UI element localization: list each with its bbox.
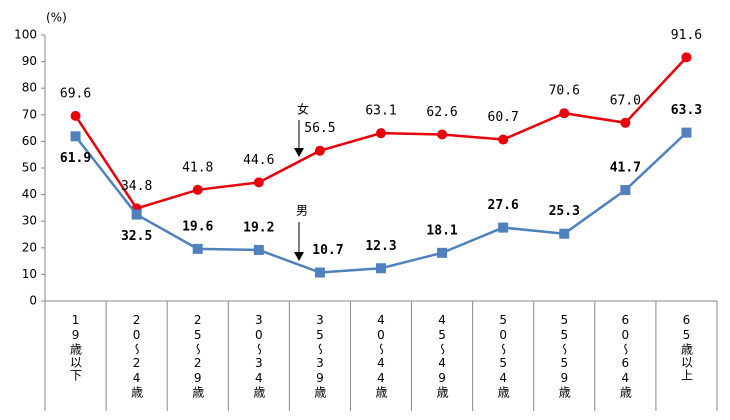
value-label: 32.5 xyxy=(121,229,152,244)
value-label: 60.7 xyxy=(488,110,519,125)
series-annotation: 男 xyxy=(296,204,308,218)
value-label: 27.6 xyxy=(488,198,519,213)
point xyxy=(681,52,692,63)
point xyxy=(70,131,81,142)
point xyxy=(620,117,631,128)
value-label: 10.7 xyxy=(312,243,343,258)
point xyxy=(253,177,264,188)
x-tick-label: 55～59歳 xyxy=(557,313,571,399)
y-tick-label: 0 xyxy=(29,294,37,308)
point xyxy=(253,244,264,255)
point xyxy=(681,127,692,138)
y-tick-label: 90 xyxy=(22,54,37,68)
y-tick-label: 60 xyxy=(22,134,37,148)
value-label: 41.8 xyxy=(182,160,213,175)
value-label: 63.3 xyxy=(671,103,702,118)
y-tick-label: 80 xyxy=(22,81,37,95)
x-tick-label: 19歳以下 xyxy=(69,313,83,382)
x-tick-label: 45～49歳 xyxy=(435,313,449,399)
value-label: 62.6 xyxy=(426,105,457,120)
y-tick-label: 100 xyxy=(14,28,37,42)
point xyxy=(437,129,448,140)
value-label: 63.1 xyxy=(365,104,396,119)
point xyxy=(314,145,325,156)
y-tick-label: 20 xyxy=(22,240,37,254)
point xyxy=(498,134,509,145)
y-tick-label: 50 xyxy=(22,161,37,175)
point xyxy=(376,263,386,274)
y-tick-label: 10 xyxy=(22,267,37,281)
annotation-arrowhead xyxy=(294,252,304,261)
x-tick-label: 60～64歳 xyxy=(618,313,632,399)
value-label: 44.6 xyxy=(243,153,274,168)
unit-label: (%) xyxy=(46,11,67,25)
value-label: 25.3 xyxy=(549,204,580,219)
value-label: 69.6 xyxy=(60,86,91,101)
value-label: 61.9 xyxy=(60,151,91,166)
value-label: 41.7 xyxy=(610,161,641,176)
x-tick-label: 25～29歳 xyxy=(191,313,205,399)
value-label: 12.3 xyxy=(365,239,396,254)
x-tick-label: 65歳以上 xyxy=(679,313,693,382)
point xyxy=(192,184,203,195)
value-label: 19.2 xyxy=(243,220,274,235)
point xyxy=(620,185,631,196)
value-label: 91.6 xyxy=(671,28,702,43)
point xyxy=(559,228,570,239)
point xyxy=(314,267,325,278)
y-tick-label: 30 xyxy=(22,214,37,228)
value-label: 18.1 xyxy=(426,223,457,238)
value-label: 34.8 xyxy=(121,179,152,194)
x-tick-label: 30～34歳 xyxy=(252,313,266,399)
point xyxy=(192,243,203,254)
y-tick-label: 40 xyxy=(22,187,37,201)
y-tick-label: 70 xyxy=(22,107,37,121)
point xyxy=(559,108,570,119)
value-label: 70.6 xyxy=(549,84,580,99)
x-tick-label: 50～54歳 xyxy=(496,313,510,399)
value-label: 19.6 xyxy=(182,219,213,234)
point xyxy=(437,247,448,258)
series-annotation: 女 xyxy=(297,102,309,117)
value-label: 67.0 xyxy=(610,93,641,108)
point xyxy=(131,209,142,220)
value-label: 56.5 xyxy=(304,121,335,136)
point xyxy=(376,128,386,139)
x-tick-label: 35～39歳 xyxy=(313,313,327,399)
x-tick-label: 40～44歳 xyxy=(374,313,388,399)
x-tick-label: 20～24歳 xyxy=(130,313,144,399)
annotation-arrowhead xyxy=(294,148,304,157)
point xyxy=(70,110,81,121)
point xyxy=(498,222,509,233)
